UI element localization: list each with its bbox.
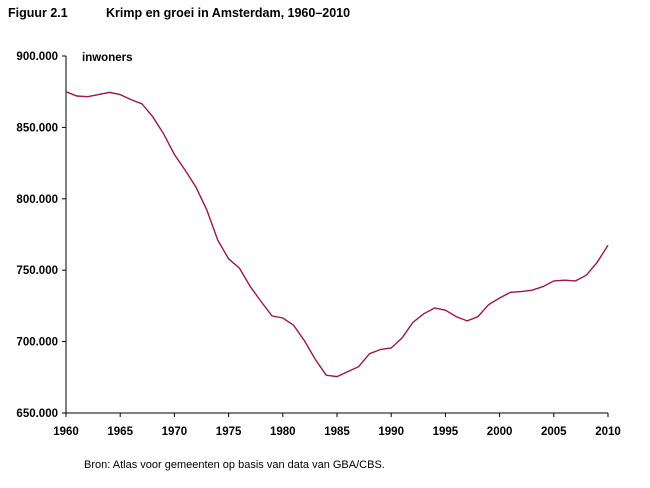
x-tick-label: 1990: [378, 426, 404, 438]
source-note: Bron: Atlas voor gemeenten op basis van …: [84, 459, 385, 471]
y-tick-label: 900.000: [16, 51, 58, 63]
figure-title: Krimp en groei in Amsterdam, 1960–2010: [106, 6, 351, 20]
y-tick-label: 800.000: [16, 194, 58, 206]
chart-ticks: 650.000 700.000 750.000 800.000 850.000 900.0…: [16, 51, 620, 438]
x-tick-label: 1960: [53, 426, 79, 438]
population-line-chart: inwoners 650.000 700.000 750.000 800.000 850…: [16, 51, 620, 438]
y-tick-label: 850.000: [16, 122, 58, 134]
x-tick-label: 2000: [487, 426, 513, 438]
x-tick-label: 2005: [541, 426, 567, 438]
x-tick-label: 2010: [595, 426, 621, 438]
figure-number: Figuur 2.1: [8, 6, 68, 20]
y-axis-label: inwoners: [82, 52, 132, 64]
y-tick-label: 650.000: [16, 408, 58, 420]
x-tick-label: 1975: [216, 426, 242, 438]
y-tick-label: 750.000: [16, 265, 58, 277]
x-tick-label: 1980: [270, 426, 296, 438]
x-tick-label: 1965: [107, 426, 133, 438]
series-line-inwoners: [65, 91, 609, 378]
x-tick-label: 1995: [433, 426, 459, 438]
y-tick-label: 700.000: [16, 337, 58, 349]
x-tick-label: 1970: [162, 426, 188, 438]
x-tick-label: 1985: [324, 426, 350, 438]
